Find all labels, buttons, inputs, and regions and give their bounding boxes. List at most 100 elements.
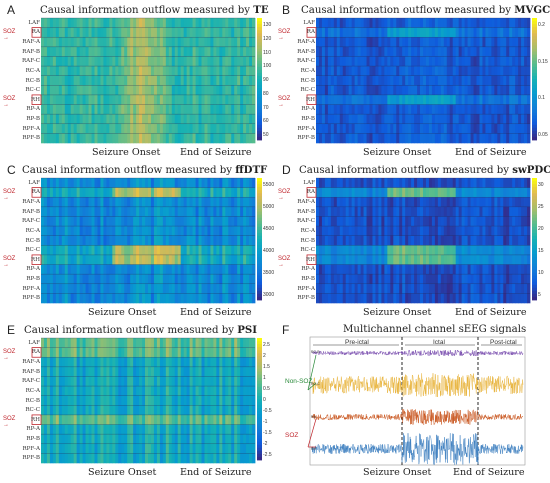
heatmap-cell xyxy=(183,405,188,416)
heatmap-cell xyxy=(476,133,480,144)
heatmap-cell xyxy=(64,245,69,256)
heatmap-cell xyxy=(521,46,525,57)
heatmap-cell xyxy=(366,264,370,275)
heatmap-cell xyxy=(440,274,445,285)
heatmap-cell xyxy=(142,338,146,348)
heatmap-cell xyxy=(88,66,92,76)
heatmap-cell xyxy=(399,216,403,227)
heatmap-cell xyxy=(171,226,176,236)
heatmap-cell xyxy=(189,114,193,125)
heatmap-cell xyxy=(330,197,335,208)
heatmap-cell xyxy=(118,395,122,406)
heatmap-cell xyxy=(177,357,182,368)
heatmap-cell xyxy=(518,66,522,76)
heatmap-cell xyxy=(252,75,256,86)
heatmap-cell xyxy=(139,206,143,217)
heatmap-cell xyxy=(67,338,72,348)
heatmap-cell xyxy=(207,187,211,198)
heatmap-cell xyxy=(49,104,54,115)
heatmap-cell xyxy=(162,104,167,115)
heatmap-cell xyxy=(363,178,367,188)
heatmap-cell xyxy=(142,414,146,425)
heatmap-cell xyxy=(43,94,48,105)
heatmap-cell xyxy=(73,395,78,406)
heatmap-cell xyxy=(91,434,95,445)
heatmap-cell xyxy=(476,123,480,134)
heatmap-cell xyxy=(58,293,63,304)
colorbar-segment xyxy=(257,69,262,74)
heatmap-cell xyxy=(455,245,460,256)
heatmap-cell xyxy=(434,94,439,105)
heatmap-cell xyxy=(414,56,418,67)
heatmap-cell xyxy=(115,293,119,304)
heatmap-cell xyxy=(372,206,376,217)
heatmap-cell xyxy=(58,114,63,125)
heatmap-cell xyxy=(124,254,128,265)
heatmap-cell xyxy=(201,293,205,304)
heatmap-cell xyxy=(130,123,134,134)
heatmap-cell xyxy=(118,197,122,208)
heatmap-cell xyxy=(225,366,229,377)
channel-label-ra: RA xyxy=(306,189,315,196)
heatmap-cell xyxy=(417,18,421,28)
heatmap-cell xyxy=(446,254,451,265)
heatmap-cell xyxy=(375,235,379,246)
soz-marker: SOZ → xyxy=(3,188,16,201)
heatmap-cell xyxy=(470,274,474,285)
heatmap-cell xyxy=(225,264,229,275)
heatmap-cell xyxy=(67,226,72,236)
heatmap-cell xyxy=(192,357,196,368)
heatmap-cell xyxy=(491,104,495,115)
heatmap-cell xyxy=(387,264,391,275)
heatmap-cell xyxy=(527,66,531,76)
heatmap-cell xyxy=(139,283,143,294)
heatmap-cell xyxy=(485,85,489,96)
heatmap-cell xyxy=(46,178,51,188)
heatmap-cell xyxy=(213,274,217,285)
heatmap-cell xyxy=(88,114,92,125)
heatmap-cell xyxy=(446,226,451,236)
heatmap-cell xyxy=(174,264,179,275)
heatmap-cell xyxy=(148,123,152,134)
heatmap-cell xyxy=(97,245,101,256)
heatmap-cell xyxy=(372,37,376,48)
heatmap-cell xyxy=(485,123,489,134)
heatmap-cell xyxy=(213,338,217,348)
heatmap-cell xyxy=(58,366,63,377)
heatmap-cell xyxy=(142,187,146,198)
heatmap-cell xyxy=(348,123,353,134)
heatmap-cell xyxy=(67,443,72,454)
heatmap-cell xyxy=(420,235,424,246)
heatmap-cell xyxy=(145,46,149,57)
heatmap-cell xyxy=(249,357,253,368)
heatmap-cell xyxy=(195,235,199,246)
heatmap-cell xyxy=(452,216,457,227)
heatmap-cell xyxy=(420,293,424,304)
heatmap-cell xyxy=(204,46,208,57)
heatmap-cell xyxy=(207,66,211,76)
heatmap-cell xyxy=(342,133,347,144)
heatmap-cell xyxy=(195,94,199,105)
heatmap-cell xyxy=(171,94,176,105)
heatmap-cell xyxy=(378,123,382,134)
heatmap-cell xyxy=(88,357,92,368)
heatmap-cell xyxy=(210,66,214,76)
heatmap-cell xyxy=(348,254,353,265)
heatmap-cell xyxy=(476,235,480,246)
heatmap-cell xyxy=(115,424,119,435)
heatmap-cell xyxy=(249,405,253,416)
heatmap-cell xyxy=(381,216,385,227)
heatmap-cell xyxy=(423,197,427,208)
heatmap-cell xyxy=(316,27,320,38)
heatmap-cell xyxy=(503,264,507,275)
heatmap-cell xyxy=(159,46,164,57)
heatmap-cell xyxy=(216,283,220,294)
heatmap-cell xyxy=(91,94,95,105)
heatmap-cell xyxy=(118,443,122,454)
heatmap-cell xyxy=(156,18,161,28)
heatmap-cell xyxy=(252,414,256,425)
heatmap-cell xyxy=(476,264,480,275)
heatmap-cell xyxy=(384,274,388,285)
heatmap-cell xyxy=(512,197,516,208)
heatmap-cell xyxy=(142,46,146,57)
